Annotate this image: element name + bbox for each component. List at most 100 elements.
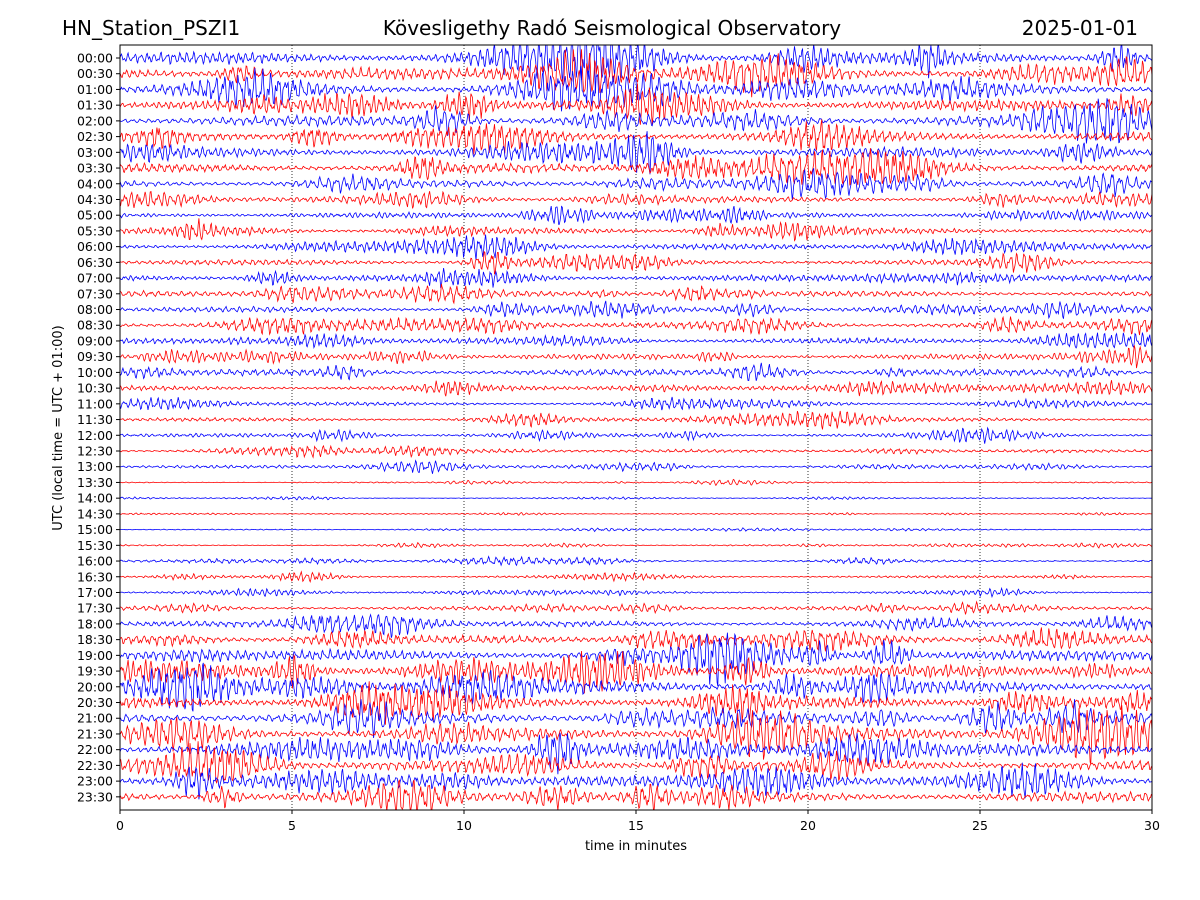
trace-1630	[120, 570, 1152, 584]
observatory-title: Kövesligethy Radó Seismological Observat…	[383, 16, 841, 40]
ytick-label: 05:30	[77, 223, 113, 238]
ytick-label: 20:30	[77, 695, 113, 710]
trace-2200	[120, 732, 1152, 775]
trace-1200	[120, 426, 1152, 444]
trace-0730	[120, 283, 1152, 305]
ytick-label: 20:00	[77, 679, 113, 694]
trace-1700	[120, 586, 1152, 599]
ytick-label: 06:00	[77, 239, 113, 254]
ytick-label: 16:30	[77, 569, 113, 584]
ytick-label: 03:00	[77, 145, 113, 160]
trace-0300	[120, 131, 1152, 175]
xtick-label: 10	[456, 818, 472, 833]
ytick-label: 12:00	[77, 428, 113, 443]
trace-0900	[120, 332, 1152, 350]
x-axis-label: time in minutes	[585, 839, 687, 854]
ytick-label: 11:00	[77, 396, 113, 411]
trace-0330	[120, 148, 1152, 186]
x-axis-ticks: 0 5 10 15 20 25 30	[116, 810, 1160, 833]
seismogram-traces	[120, 45, 1152, 810]
ytick-label: 21:30	[77, 726, 113, 741]
ytick-label: 23:00	[77, 774, 113, 789]
ytick-label: 17:30	[77, 601, 113, 616]
ytick-label: 14:00	[77, 491, 113, 506]
trace-1600	[120, 555, 1152, 567]
trace-1430	[120, 511, 1152, 516]
ytick-label: 16:00	[77, 554, 113, 569]
y-axis-label: UTC (local time = UTC + 01:00)	[51, 325, 66, 530]
ytick-label: 22:00	[77, 742, 113, 757]
ytick-label: 09:00	[77, 333, 113, 348]
ytick-label: 10:30	[77, 381, 113, 396]
xtick-label: 25	[972, 818, 988, 833]
ytick-label: 04:30	[77, 192, 113, 207]
trace-2000	[120, 662, 1152, 712]
date-title: 2025-01-01	[1022, 16, 1138, 40]
xtick-label: 5	[288, 818, 296, 833]
ytick-label: 08:30	[77, 318, 113, 333]
ytick-label: 21:00	[77, 711, 113, 726]
ytick-label: 00:00	[77, 51, 113, 66]
trace-1730	[120, 600, 1152, 615]
trace-2100	[120, 699, 1152, 739]
ytick-label: 18:30	[77, 632, 113, 647]
ytick-label: 08:00	[77, 302, 113, 317]
ytick-label: 00:30	[77, 66, 113, 81]
trace-1100	[120, 396, 1152, 411]
trace-1830	[120, 627, 1152, 652]
trace-1230	[120, 444, 1152, 459]
ytick-label: 18:00	[77, 616, 113, 631]
ytick-label: 12:30	[77, 444, 113, 459]
trace-1800	[120, 613, 1152, 638]
xtick-label: 30	[1144, 818, 1160, 833]
trace-0830	[120, 315, 1152, 336]
ytick-label: 01:30	[77, 98, 113, 113]
ytick-label: 02:00	[77, 113, 113, 128]
trace-0000	[120, 45, 1152, 94]
y-axis-ticks: 00:0000:3001:0001:3002:0002:3003:0003:30…	[77, 51, 120, 804]
xtick-label: 20	[800, 818, 816, 833]
ytick-label: 13:00	[77, 459, 113, 474]
trace-0230	[120, 119, 1152, 155]
trace-1530	[120, 541, 1152, 549]
trace-1030	[120, 380, 1152, 397]
trace-0930	[120, 345, 1152, 369]
ytick-label: 15:30	[77, 538, 113, 553]
trace-2330	[120, 779, 1152, 810]
trace-0500	[120, 205, 1152, 225]
trace-0130	[120, 83, 1152, 125]
ytick-label: 01:00	[77, 82, 113, 97]
ytick-label: 06:30	[77, 255, 113, 270]
ytick-label: 03:30	[77, 161, 113, 176]
ytick-label: 10:00	[77, 365, 113, 380]
trace-0100	[120, 66, 1152, 112]
station-title: HN_Station_PSZI1	[62, 16, 240, 40]
trace-0430	[120, 190, 1152, 209]
trace-1500	[120, 527, 1152, 533]
ytick-label: 19:30	[77, 664, 113, 679]
ytick-label: 14:30	[77, 506, 113, 521]
xtick-label: 0	[116, 818, 124, 833]
ytick-label: 15:00	[77, 522, 113, 537]
ytick-label: 02:30	[77, 129, 113, 144]
trace-0030	[120, 49, 1152, 98]
ytick-label: 23:30	[77, 789, 113, 804]
trace-2130	[120, 705, 1152, 765]
ytick-label: 04:00	[77, 176, 113, 191]
ytick-label: 07:00	[77, 271, 113, 286]
xtick-label: 15	[628, 818, 644, 833]
ytick-label: 22:30	[77, 758, 113, 773]
trace-0200	[120, 98, 1152, 144]
ytick-label: 07:30	[77, 286, 113, 301]
ytick-label: 09:30	[77, 349, 113, 364]
trace-1300	[120, 459, 1152, 474]
ytick-label: 13:30	[77, 475, 113, 490]
trace-0600	[120, 234, 1152, 261]
trace-1330	[120, 478, 1152, 486]
trace-2230	[120, 741, 1152, 784]
ytick-label: 11:30	[77, 412, 113, 427]
trace-2030	[120, 681, 1152, 725]
trace-1000	[120, 362, 1152, 382]
trace-0530	[120, 218, 1152, 242]
